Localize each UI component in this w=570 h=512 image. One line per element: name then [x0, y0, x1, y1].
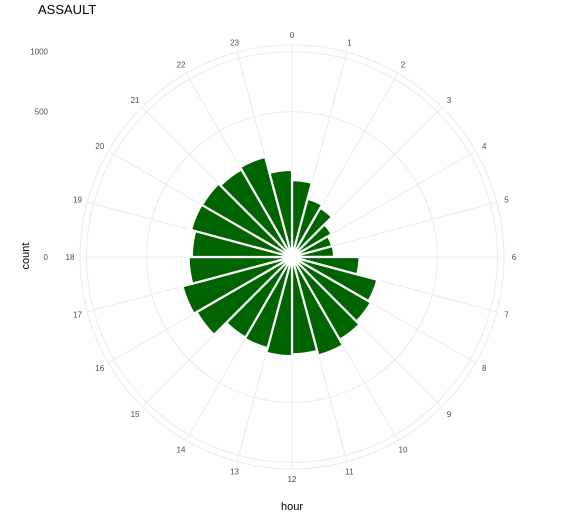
hour-label-20: 20	[95, 142, 104, 151]
count-tick-500: 500	[35, 108, 49, 117]
hour-label-18: 18	[66, 253, 75, 262]
hour-label-10: 10	[399, 445, 408, 454]
count-tick-0: 0	[44, 253, 49, 262]
hour-label-17: 17	[73, 310, 82, 319]
x-axis-title: hour	[281, 501, 303, 512]
hour-label-14: 14	[177, 445, 186, 454]
hour-label-22: 22	[177, 61, 186, 70]
hour-label-15: 15	[131, 410, 140, 419]
hour-label-16: 16	[95, 364, 104, 373]
hour-label-2: 2	[401, 61, 406, 70]
hour-label-23: 23	[230, 39, 239, 48]
hour-label-19: 19	[73, 196, 82, 205]
hour-label-5: 5	[504, 196, 509, 205]
hour-label-3: 3	[447, 96, 452, 105]
hour-label-6: 6	[512, 253, 517, 262]
hour-label-11: 11	[345, 467, 354, 476]
bars	[182, 157, 377, 356]
y-axis-title: count	[20, 243, 32, 270]
r-tick-labels: 0 500 1000	[30, 48, 48, 262]
hour-label-9: 9	[447, 410, 452, 419]
hour-label-1: 1	[347, 39, 352, 48]
hour-label-8: 8	[482, 364, 487, 373]
hour-label-4: 4	[482, 142, 487, 151]
hour-label-12: 12	[288, 475, 297, 484]
count-tick-1000: 1000	[30, 48, 48, 57]
hour-label-0: 0	[290, 31, 295, 40]
hour-label-21: 21	[131, 96, 140, 105]
hour-label-7: 7	[504, 310, 509, 319]
chart-title: ASSAULT	[38, 2, 96, 17]
hour-label-13: 13	[230, 467, 239, 476]
